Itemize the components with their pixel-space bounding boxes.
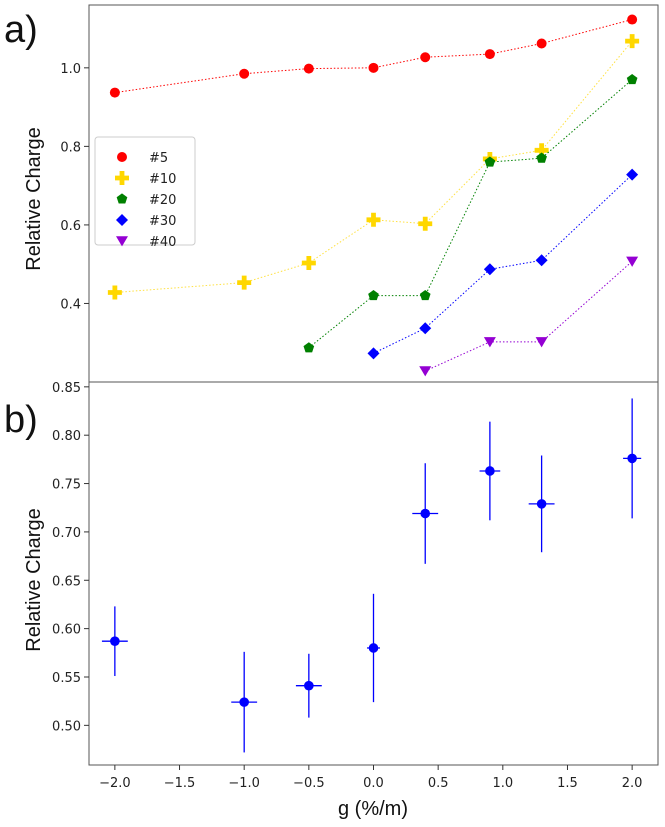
data-point-series-1	[627, 14, 638, 25]
x-tick-label: −0.5	[293, 776, 325, 791]
data-point-series-2	[366, 212, 381, 227]
data-point-series-1	[303, 63, 314, 74]
legend-label-5: #40	[149, 235, 176, 250]
panel-b-plot: 0.50 0.55 0.60 0.65 0.70 0.75 0.80 0.85 −2.0 −1.5…	[52, 381, 659, 791]
data-point	[420, 508, 431, 519]
panel-a-ytick-label: 1.0	[60, 62, 81, 77]
data-point	[627, 453, 637, 464]
data-point-series-2	[107, 285, 122, 300]
data-point-series-3	[626, 74, 638, 85]
data-point-series-5	[419, 366, 432, 377]
series-line-4	[373, 174, 633, 354]
legend-marker-5	[116, 236, 128, 247]
legend-label-1: #5	[149, 151, 168, 166]
data-point-series-3	[419, 290, 431, 301]
data-point-series-1	[109, 87, 120, 98]
data-point	[304, 680, 314, 691]
panel-b-ytick-label: 0.60	[52, 623, 81, 638]
legend-marker-1	[117, 152, 127, 162]
x-tick-label: 2.0	[622, 776, 643, 791]
data-point-series-2	[301, 256, 316, 271]
data-point-series-3	[303, 342, 315, 353]
data-point	[239, 697, 249, 707]
data-point-series-4	[483, 263, 496, 276]
legend-label-2: #10	[149, 172, 176, 187]
data-point-series-1	[368, 62, 379, 73]
panel-b-ytick-label: 0.65	[52, 574, 81, 589]
data-point-series-2	[625, 34, 640, 49]
panel-b-ytick-label: 0.85	[52, 381, 81, 396]
data-point-series-4	[626, 168, 639, 181]
data-point	[110, 636, 120, 647]
panel-b-ytick-label: 0.50	[52, 719, 81, 734]
series-line-1	[114, 19, 633, 94]
x-tick-label: −2.0	[99, 776, 131, 791]
panel-a-ytick-label: 0.6	[60, 219, 81, 234]
legend-marker-4	[116, 214, 128, 226]
data-point-series-4	[535, 254, 548, 267]
panel-b-ytick-label: 0.75	[52, 478, 81, 493]
panel-a-plot: 0.4 0.6 0.8 1.0 #5 #10 #20 #30 #40	[60, 4, 659, 383]
data-point	[485, 466, 495, 476]
data-point-series-2	[237, 275, 252, 290]
data-point-series-3	[484, 156, 496, 167]
data-point-series-4	[367, 347, 380, 360]
data-point-series-4	[419, 322, 432, 335]
data-point	[368, 643, 379, 653]
legend-label-3: #20	[149, 193, 176, 208]
data-point-series-5	[535, 337, 548, 348]
data-point-series-1	[239, 68, 250, 79]
data-point-series-5	[626, 256, 639, 267]
data-point-series-2	[418, 216, 433, 231]
panel-b-frame	[88, 381, 659, 766]
x-axis-label: g (%/m)	[338, 798, 408, 820]
legend-marker-3	[116, 193, 128, 204]
panel-b-ytick-label: 0.55	[52, 671, 81, 686]
data-point-series-1	[536, 38, 547, 49]
legend-label-4: #30	[149, 214, 176, 229]
data-point-series-1	[420, 52, 431, 63]
data-point-series-5	[483, 337, 496, 348]
x-tick-label: −1.0	[228, 776, 260, 791]
legend-marker-2	[115, 171, 129, 185]
x-tick-label: −1.5	[164, 776, 196, 791]
data-point-series-1	[484, 49, 495, 60]
series-line-3	[308, 79, 633, 349]
panel-b-ytick-label: 0.80	[52, 429, 81, 444]
x-tick-label: 1.0	[492, 776, 513, 791]
legend: #5 #10 #20 #30 #40	[94, 136, 196, 250]
series-line-5	[424, 261, 633, 372]
panel-b-label: b)	[4, 399, 38, 441]
legend-box	[94, 136, 196, 246]
data-point-series-2	[534, 143, 549, 158]
panel-a-ytick-label: 0.8	[60, 140, 81, 155]
data-point-series-3	[368, 290, 379, 301]
data-point	[536, 499, 547, 509]
panel-b-ylabel: Relative Charge	[23, 508, 45, 651]
panel-a-label: a)	[4, 9, 38, 51]
series-line-2	[114, 40, 633, 293]
x-tick-label: 0.5	[428, 776, 449, 791]
panel-b-ytick-label: 0.70	[52, 526, 81, 541]
panel-a-ytick-label: 0.4	[60, 297, 81, 312]
x-tick-label: 0.0	[363, 776, 384, 791]
x-tick-label: 1.5	[557, 776, 578, 791]
panel-a-ylabel: Relative Charge	[23, 127, 45, 270]
data-point-series-3	[536, 152, 547, 163]
